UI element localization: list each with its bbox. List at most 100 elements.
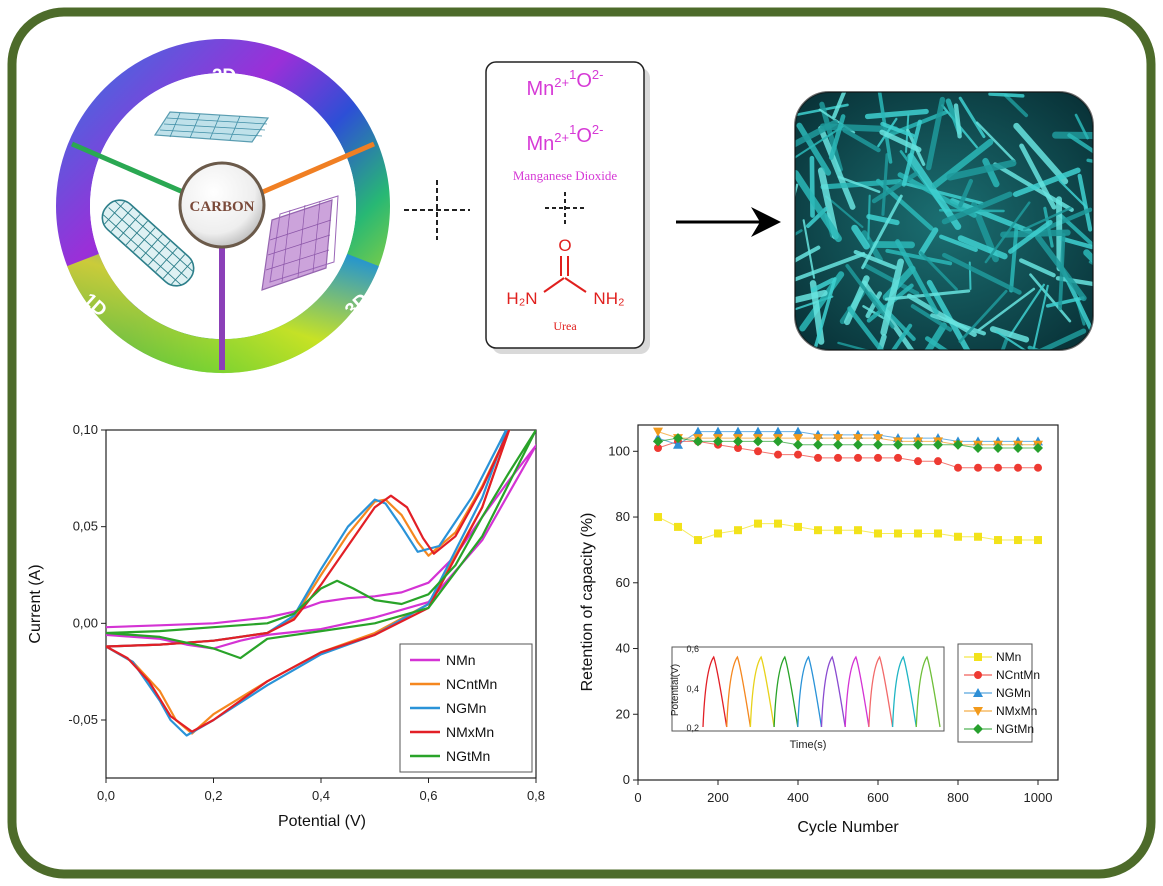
carbon-wheel: CARBON 2D 1D 3D — [56, 39, 390, 374]
capacity-xtick-label: 200 — [707, 790, 729, 805]
capacity-point-ncntmn — [914, 457, 922, 466]
capacity-point-ngtmn — [853, 439, 863, 450]
sem-rod — [837, 341, 915, 350]
sem-rod — [1077, 173, 1093, 232]
capacity-point-nmn — [994, 536, 1002, 545]
capacity-point-ngtmn — [893, 439, 903, 450]
graphene-sheet-icon — [153, 111, 270, 143]
capacity-y-axis-label: Retention of capacity (%) — [579, 513, 596, 692]
capacity-point-nmn — [734, 526, 742, 535]
capacity-point-ncntmn — [834, 453, 842, 462]
capacity-legend-marker — [973, 707, 983, 716]
3d-carbon-foam-icon — [261, 195, 339, 291]
capacity-point-ngtmn — [1013, 443, 1023, 454]
capacity-point-ngtmn — [973, 443, 983, 454]
capacity-point-ncntmn — [994, 463, 1002, 472]
capacity-ytick-label: 100 — [608, 443, 630, 458]
capacity-point-ngtmn — [713, 436, 723, 447]
inset-x-label: Time(s) — [790, 739, 827, 751]
sem-rod — [988, 92, 1025, 98]
capacity-point-ncntmn — [794, 450, 802, 459]
cv-x-axis-label: Potential (V) — [278, 813, 366, 830]
capacity-xtick-label: 1000 — [1024, 790, 1053, 805]
sem-rod — [925, 96, 946, 171]
cv-legend-label: NGtMn — [446, 748, 490, 764]
spoke-1d-2d — [71, 141, 191, 198]
inset-y-label: Potential(V) — [670, 664, 681, 716]
capacity-point-ngtmn — [1033, 443, 1043, 454]
capacity-point-ngtmn — [873, 439, 883, 450]
capacity-point-nmn — [914, 529, 922, 538]
sem-rod — [795, 245, 821, 292]
capacity-point-nmn — [954, 532, 962, 541]
capacity-point-ncntmn — [754, 447, 762, 456]
capacity-legend-marker — [973, 688, 983, 697]
svg-text:H₂N: H₂N — [506, 289, 537, 308]
cv-chart: 0,0 0,2 0,4 0,6 0,8 -0,05 0,00 0,05 0,10 Potenti… — [27, 422, 545, 830]
sem-rod — [819, 123, 899, 133]
sem-rod — [919, 251, 958, 291]
capacity-point-ngtmn — [673, 433, 683, 444]
sem-rod — [796, 122, 832, 176]
capacity-point-nmn — [854, 526, 862, 535]
capacity-point-ngmn — [713, 426, 723, 436]
capacity-point-ncntmn — [874, 453, 882, 462]
sem-rod — [1008, 283, 1046, 338]
sem-rod — [901, 119, 922, 187]
capacity-legend-label: NGMn — [996, 686, 1031, 700]
inset-cycle-curve — [915, 655, 941, 728]
plus-sign-2 — [545, 192, 585, 226]
capacity-chart: 0 200 400 600 800 1000 0 20 40 60 80 100 Cycle Numb… — [579, 424, 1059, 836]
capacity-legend-marker — [974, 653, 982, 661]
capacity-point-nmn — [694, 536, 702, 545]
sem-rod — [995, 330, 1059, 350]
sem-rod — [895, 239, 939, 315]
sem-rod — [918, 227, 939, 256]
sem-rod — [1019, 258, 1056, 278]
sem-rod — [1012, 167, 1081, 198]
label-2d: 2D — [212, 66, 236, 87]
capacity-ytick-label: 80 — [616, 509, 630, 524]
capacity-point-ngmn — [733, 426, 743, 436]
cv-ytick-label: 0,10 — [73, 422, 98, 437]
capacity-point-ncntmn — [894, 453, 902, 462]
sem-rod — [982, 157, 1000, 188]
sem-rod — [898, 180, 984, 205]
capacity-point-ngmn — [793, 426, 803, 436]
capacity-ytick-label: 40 — [616, 641, 630, 656]
sem-rod — [865, 291, 883, 319]
capacity-legend: NMn NCntMn NGMn NMxMn NGtMn — [957, 643, 1040, 743]
sem-rod — [975, 121, 1016, 162]
sem-rod — [885, 248, 953, 266]
capacity-point-ngtmn — [733, 436, 743, 447]
capacity-point-nmn — [674, 522, 682, 531]
sem-rod — [795, 125, 844, 164]
capacity-point-nmn — [934, 529, 942, 538]
sem-rod — [1009, 226, 1019, 293]
sem-rod — [958, 178, 974, 208]
sem-rod — [1022, 206, 1072, 231]
sem-rod — [958, 289, 1008, 343]
capacity-point-ncntmn — [1014, 463, 1022, 472]
capacity-point-ngtmn — [693, 436, 703, 447]
cv-ytick-label: 0,05 — [73, 519, 98, 534]
sem-rod — [1083, 249, 1093, 282]
sem-rod — [818, 125, 856, 210]
sem-rod — [1074, 113, 1089, 140]
cv-series-ngtmn — [106, 430, 536, 660]
capacity-point-nmxmn — [793, 434, 803, 444]
cv-xtick-label: 0,6 — [419, 788, 437, 803]
sem-rod — [989, 338, 1009, 350]
capacity-point-ngmn — [693, 426, 703, 436]
capacity-legend-label: NMn — [996, 650, 1021, 664]
sem-rod — [795, 252, 866, 287]
sem-rod — [872, 334, 887, 350]
carbon-center-label: CARBON — [189, 199, 254, 215]
cv-series-ngmn — [106, 430, 509, 737]
sem-rod — [1008, 219, 1053, 254]
sem-rod — [941, 191, 1013, 225]
mn-oxygen-line-1: Mn2+1O2- — [527, 67, 604, 100]
sem-rod — [931, 138, 994, 189]
capacity-legend-marker — [973, 724, 983, 734]
sem-rod — [1029, 273, 1072, 323]
